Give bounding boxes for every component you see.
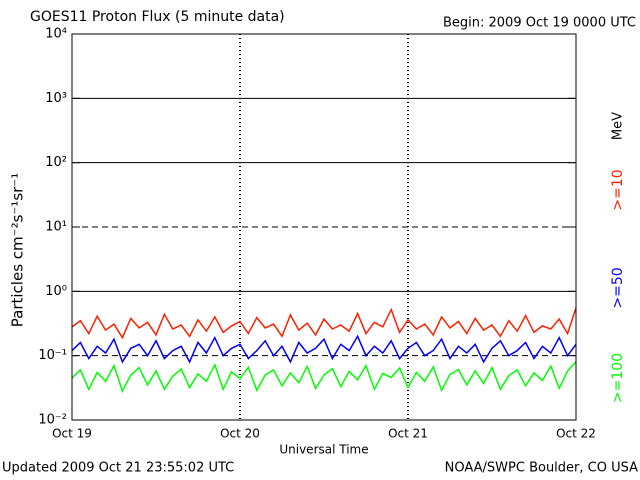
- y-tick-label: 10⁴: [45, 27, 67, 42]
- legend-entry: >=10: [610, 169, 626, 210]
- y-tick-label: 10²: [45, 155, 67, 170]
- x-tick-label: Oct 19: [52, 427, 92, 441]
- y-tick-label: 10⁻¹: [38, 348, 67, 363]
- y-tick-label: 10⁻²: [38, 413, 67, 428]
- x-axis-label: Universal Time: [279, 443, 368, 457]
- series-line: [71, 361, 577, 394]
- chart-title: GOES11 Proton Flux (5 minute data): [30, 9, 285, 25]
- legend-entry: >=50: [610, 267, 626, 308]
- footer-left: Updated 2009 Oct 21 23:55:02 UTC: [2, 461, 234, 476]
- x-tick-label: Oct 20: [220, 427, 260, 441]
- y-tick-label: 10⁰: [45, 284, 67, 299]
- chart-subtitle: Begin: 2009 Oct 19 0000 UTC: [443, 16, 636, 31]
- series-line: [71, 307, 577, 340]
- legend-entry: >=100: [610, 353, 626, 403]
- legend-unit: MeV: [611, 112, 626, 140]
- y-tick-label: 10¹: [45, 220, 67, 235]
- y-tick-label: 10³: [45, 91, 67, 106]
- y-axis-label: Particles cm⁻²s⁻¹sr⁻¹: [9, 173, 27, 327]
- plot-frame: [71, 33, 577, 421]
- x-tick-label: Oct 22: [556, 427, 596, 441]
- footer-right: NOAA/SWPC Boulder, CO USA: [445, 461, 638, 476]
- series-line: [71, 334, 577, 364]
- x-tick-label: Oct 21: [388, 427, 428, 441]
